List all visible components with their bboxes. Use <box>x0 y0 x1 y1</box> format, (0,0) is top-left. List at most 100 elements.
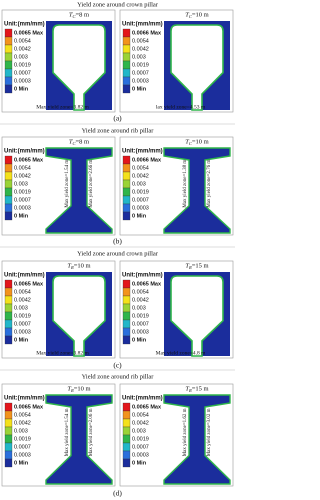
header-value: =8 m <box>76 12 90 19</box>
legend-swatch <box>122 52 131 62</box>
legend-swatch <box>122 155 131 165</box>
legend-label: 0.0054 <box>14 165 31 171</box>
legend-swatch <box>4 163 13 173</box>
legend-swatch <box>4 410 13 420</box>
legend-swatch <box>122 195 131 205</box>
yield-annotation: Max yield zone=2.66 m <box>89 160 94 208</box>
legend-label: 0.0042 <box>14 420 31 426</box>
legend-swatch <box>4 335 13 345</box>
legend-label: 0.0003 <box>132 329 149 335</box>
header-value: =10 m <box>74 263 91 270</box>
legend-swatch <box>4 36 13 46</box>
legend-swatch <box>122 187 131 197</box>
header-subscript: C <box>189 141 193 146</box>
legend-label: 0.0065 Max <box>14 404 44 410</box>
header-subscript: R <box>188 388 192 393</box>
legend-swatch <box>122 402 131 412</box>
legend-label: 0.0054 <box>132 165 149 171</box>
header-subscript: R <box>70 388 74 393</box>
legend-label: 0.0042 <box>14 46 31 52</box>
legend-label: 0.0065 Max <box>14 30 44 36</box>
legend-swatch <box>122 211 131 221</box>
legend-swatch <box>4 28 13 38</box>
legend-label: 0 Min <box>132 213 147 219</box>
legend-label: 0.0019 <box>132 436 149 442</box>
plot-header: TC=10 m <box>185 139 209 146</box>
legend-label: 0.003 <box>132 181 146 187</box>
legend-label: 0.0042 <box>14 297 31 303</box>
header-symbol: T <box>69 139 73 146</box>
legend-label: 0.0019 <box>132 189 149 195</box>
legend-label: 0 Min <box>14 337 29 343</box>
legend-swatch <box>4 171 13 181</box>
legend-unit: Unit:(mm/mm) <box>4 273 45 279</box>
legend-label: 0.0007 <box>132 70 149 76</box>
legend-unit: Unit:(mm/mm) <box>122 22 163 28</box>
legend-swatch <box>122 295 131 305</box>
legend-swatch <box>122 203 131 213</box>
header-subscript: R <box>188 265 192 270</box>
legend-label: 0.0042 <box>132 173 149 179</box>
yield-annotation: Max yield zone=3.02 m <box>207 408 212 456</box>
yield-annotation: Max yield zone=4.8 m <box>156 350 207 356</box>
legend-label: 0.0065 Max <box>132 281 162 287</box>
legend-swatch <box>122 28 131 38</box>
legend-unit: Unit:(mm/mm) <box>4 149 45 155</box>
legend-swatch <box>4 279 13 289</box>
legend-label: 0.0007 <box>14 70 31 76</box>
legend-swatch <box>4 319 13 329</box>
legend-swatch <box>122 44 131 54</box>
header-symbol: T <box>67 263 71 270</box>
legend-swatch <box>4 44 13 54</box>
panel-title: Yield zone around crown pillar <box>77 250 159 257</box>
legend-label: 0.0066 Max <box>132 157 162 163</box>
legend-swatch <box>4 203 13 213</box>
header-value: =15 m <box>192 263 209 270</box>
legend-swatch <box>4 402 13 412</box>
legend-label: 0.0019 <box>132 62 149 68</box>
legend-label: 0.0042 <box>132 46 149 52</box>
legend-label: 0.003 <box>14 181 28 187</box>
header-subscript: C <box>189 14 193 19</box>
header-value: =15 m <box>192 386 209 393</box>
legend-swatch <box>4 76 13 86</box>
legend-label: 0 Min <box>132 86 147 92</box>
legend-swatch <box>4 155 13 165</box>
legend-unit: Unit:(mm/mm) <box>122 149 163 155</box>
pillar <box>163 394 231 485</box>
legend-label: 0.0003 <box>14 205 31 211</box>
legend-swatch <box>122 327 131 337</box>
legend-swatch <box>122 434 131 444</box>
header-symbol: T <box>67 386 71 393</box>
panel-caption: (c) <box>113 361 122 370</box>
excavation <box>170 24 224 111</box>
legend-label: 0.0003 <box>132 205 149 211</box>
legend-swatch <box>4 311 13 321</box>
legend-unit: Unit:(mm/mm) <box>122 273 163 279</box>
legend-swatch <box>4 295 13 305</box>
legend-label: 0.0042 <box>14 173 31 179</box>
legend-label: 0.0019 <box>132 313 149 319</box>
legend-swatch <box>4 60 13 70</box>
header-subscript: C <box>73 141 77 146</box>
panel-caption: (b) <box>113 237 122 246</box>
legend-label: 0 Min <box>14 213 29 219</box>
header-value: =10 m <box>192 139 209 146</box>
yield-annotation: Max yield zone=1.62 m <box>183 408 188 456</box>
panel-caption: (a) <box>113 114 122 123</box>
legend-swatch <box>4 84 13 94</box>
legend-unit: Unit:(mm/mm) <box>4 22 45 28</box>
legend-unit: Unit:(mm/mm) <box>122 396 163 402</box>
legend-label: 0.003 <box>132 305 146 311</box>
legend-label: 0.0054 <box>132 412 149 418</box>
header-symbol: T <box>69 12 73 19</box>
figure: Yield zone around crown pillar (a) Max yie… <box>0 1 235 498</box>
legend-label: 0 Min <box>132 337 147 343</box>
legend-label: 0.0054 <box>132 38 149 44</box>
plot-header: TC=8 m <box>69 139 89 146</box>
header-symbol: T <box>185 12 189 19</box>
legend-swatch <box>122 418 131 428</box>
legend-swatch <box>122 442 131 452</box>
legend-swatch <box>4 68 13 78</box>
legend-swatch <box>4 179 13 189</box>
